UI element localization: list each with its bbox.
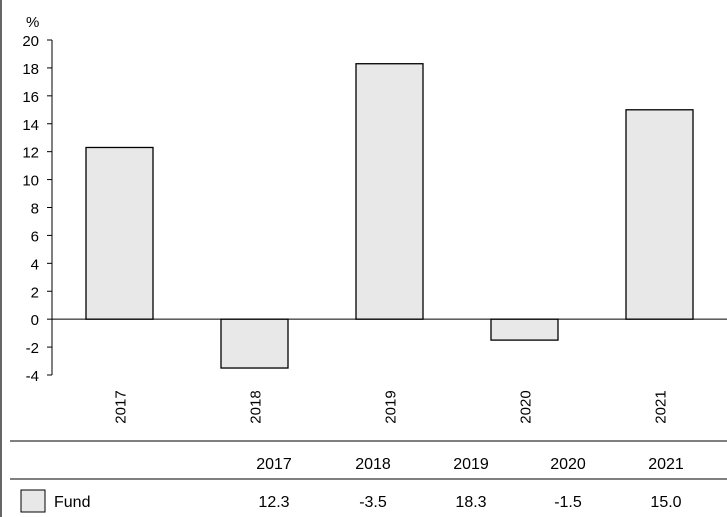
bars: [85, 63, 694, 369]
table-row-label: Fund: [54, 494, 90, 511]
bar-2018: [220, 318, 289, 369]
y-tick-label: 6: [31, 228, 39, 245]
bar-2017: [85, 146, 154, 320]
data-table: 2017 2018 2019 2020 2021 Fund 12.3 -3.5 18.3 -1.5…: [10, 440, 727, 513]
x-tick-label: 2020: [518, 390, 535, 423]
table-header-cell: 2018: [355, 456, 391, 473]
y-axis-label: %: [26, 14, 39, 31]
x-axis-tick-labels: 2017 2018 2019 2020 2021: [113, 390, 670, 423]
table-header-cell: 2017: [256, 456, 292, 473]
bar-2019: [355, 63, 424, 320]
table-cell: 12.3: [258, 494, 289, 511]
y-tick-label: 0: [31, 312, 39, 329]
x-tick-label: 2021: [653, 390, 670, 423]
y-tick-label: 18: [22, 61, 39, 78]
legend-swatch: [20, 489, 46, 513]
table-cell: 18.3: [455, 494, 486, 511]
x-tick-label: 2019: [383, 390, 400, 423]
table-header-cell: 2020: [550, 456, 586, 473]
table-cell: -1.5: [554, 494, 582, 511]
y-tick-label: 14: [22, 117, 39, 134]
bar-2021: [625, 109, 694, 320]
bar-2020: [490, 318, 559, 341]
y-tick-label: -2: [26, 340, 39, 357]
table-header-cell: 2021: [648, 456, 684, 473]
y-tick-label: 12: [22, 145, 39, 162]
y-tick-label: 10: [22, 173, 39, 190]
y-tick-label: 8: [31, 201, 39, 218]
table-cell: 15.0: [650, 494, 681, 511]
y-axis-ticks: -4 -2 0 2 4 6 8 10 12 14 16 18 20: [22, 33, 52, 385]
y-tick-label: 20: [22, 33, 39, 50]
x-tick-label: 2017: [113, 390, 130, 423]
table-cell: -3.5: [359, 494, 387, 511]
x-tick-label: 2018: [248, 390, 265, 423]
table-header-cell: 2019: [453, 456, 489, 473]
y-tick-label: 4: [31, 256, 39, 273]
y-tick-label: -4: [26, 368, 39, 385]
y-tick-label: 16: [22, 89, 39, 106]
y-tick-label: 2: [31, 284, 39, 301]
